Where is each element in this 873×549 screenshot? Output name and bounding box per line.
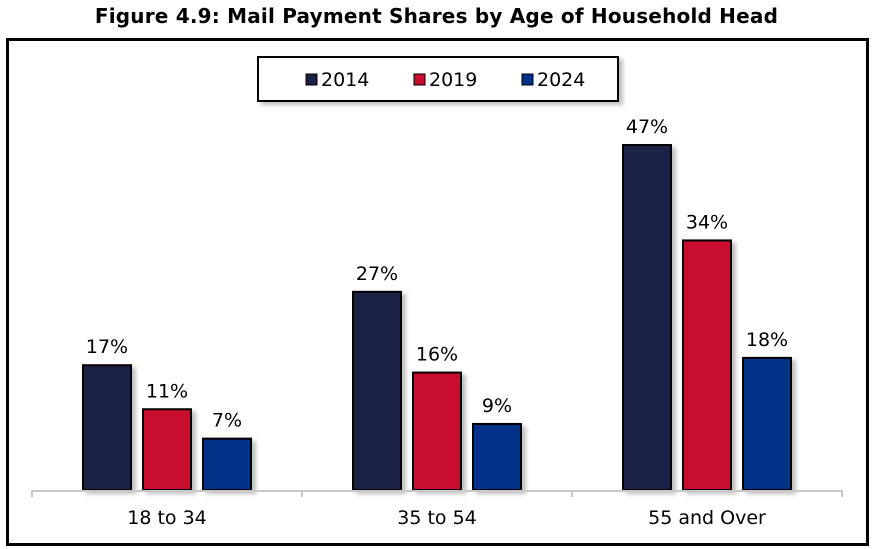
- legend-label-2019: 2019: [429, 69, 477, 91]
- bars: [82, 144, 792, 492]
- bar-2014-55-and-over: [622, 144, 672, 492]
- bar-2019-35-to-54: [412, 371, 462, 491]
- data-label: 16%: [416, 344, 458, 366]
- data-label: 34%: [686, 211, 728, 233]
- chart-title: Figure 4.9: Mail Payment Shares by Age o…: [94, 4, 779, 28]
- bar-2024-35-to-54: [472, 422, 522, 491]
- bar-2019-18-to-34: [142, 408, 192, 492]
- data-label: 9%: [482, 395, 512, 417]
- data-label: 7%: [212, 410, 242, 432]
- legend-box: [257, 56, 619, 102]
- data-labels: 17% 11% 7% 27% 16% 9% 47% 34% 18%: [86, 116, 788, 432]
- chart-frame: [6, 38, 869, 546]
- bar-2024-18-to-34: [202, 437, 252, 491]
- bar-2014-35-to-54: [352, 290, 402, 491]
- x-axis: 18 to 34 35 to 54 55 and Over: [31, 490, 843, 529]
- x-tick-label: 55 and Over: [648, 507, 766, 529]
- legend: 2014 2019 2024: [257, 56, 619, 102]
- data-label: 47%: [626, 116, 668, 138]
- x-tick-label: 18 to 34: [127, 507, 207, 529]
- data-label: 18%: [746, 329, 788, 351]
- legend-swatch-2019: [413, 73, 426, 86]
- x-tick-label: 35 to 54: [397, 507, 477, 529]
- data-label: 27%: [356, 263, 398, 285]
- legend-swatch-2024: [521, 73, 534, 86]
- legend-swatch-2014: [305, 73, 318, 86]
- data-label: 11%: [146, 380, 188, 402]
- bar-2019-55-and-over: [682, 239, 732, 491]
- bar-2014-18-to-34: [82, 364, 132, 491]
- bar-2024-55-and-over: [742, 356, 792, 491]
- data-label: 17%: [86, 336, 128, 358]
- legend-label-2014: 2014: [321, 69, 369, 91]
- legend-label-2024: 2024: [537, 69, 585, 91]
